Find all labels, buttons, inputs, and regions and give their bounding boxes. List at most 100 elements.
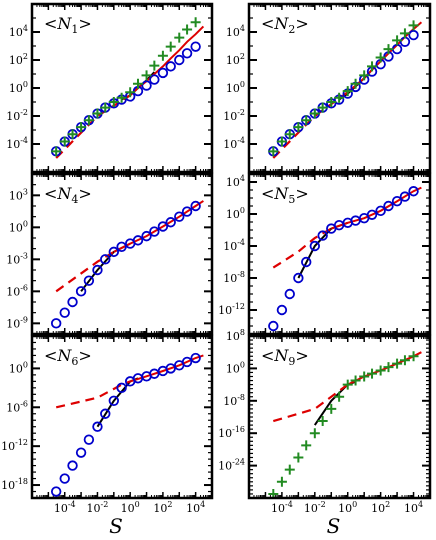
- data-point-plus: [141, 70, 152, 81]
- data-point-circle: [174, 211, 185, 222]
- data-point-circle: [399, 36, 411, 47]
- data-point-plus: [350, 375, 361, 386]
- data-point-plus: [165, 41, 176, 52]
- y-tick-label: 104: [226, 174, 245, 189]
- panel-title: <N2>: [261, 14, 309, 36]
- data-point-plus: [149, 60, 160, 71]
- data-point-circle: [190, 200, 201, 212]
- data-point-circle: [190, 41, 201, 52]
- data-point-plus: [326, 97, 337, 107]
- plot-frame: [247, 2, 432, 174]
- data-point-plus: [59, 136, 70, 147]
- x-tick-label: 100: [338, 500, 357, 515]
- data-point-circle: [276, 304, 288, 316]
- x-tick-label: 10-2: [87, 500, 109, 515]
- panel-title: <N4>: [44, 184, 92, 206]
- data-point-plus: [334, 92, 345, 103]
- data-point-plus: [334, 391, 345, 402]
- y-tick-label: 10-12: [1, 438, 28, 453]
- data-point-circle: [190, 352, 201, 364]
- data-point-plus: [342, 379, 353, 390]
- dashed-fit-line: [272, 91, 349, 159]
- y-tick-label: 100: [9, 219, 28, 234]
- data-point-plus: [100, 102, 111, 113]
- data-point-plus: [284, 129, 295, 140]
- data-point-circle: [59, 307, 70, 318]
- y-tick-label: 100: [226, 80, 245, 95]
- data-point-plus: [108, 97, 119, 107]
- data-point-circle: [408, 186, 419, 197]
- y-tick-label: 10-6: [6, 399, 28, 414]
- chart-panel-4: 10-12 10-8 10-4 100 104 <N5>: [218, 172, 432, 336]
- data-point-plus: [301, 115, 312, 126]
- data-point-plus: [268, 146, 279, 157]
- data-point-circle: [284, 288, 295, 300]
- data-point-plus: [392, 35, 403, 46]
- plot-area: [50, 352, 204, 497]
- data-point-circle: [165, 61, 176, 72]
- y-tick-label: 10-2: [223, 108, 245, 123]
- data-point-plus: [326, 403, 337, 414]
- chart-panel-6: 10-24 10-16 10-8 100 108 10-4 10-2 100 102 104 <N9…: [218, 328, 432, 538]
- data-point-circle: [268, 320, 279, 332]
- data-point-circle: [317, 230, 328, 241]
- data-point-plus: [190, 17, 201, 28]
- plot-area: [268, 20, 423, 159]
- data-point-plus: [342, 86, 353, 97]
- data-point-circle: [75, 286, 87, 297]
- data-point-plus: [359, 371, 370, 382]
- data-point-circle: [92, 264, 103, 276]
- data-point-circle: [293, 272, 304, 284]
- x-tick-label: 10-2: [304, 500, 326, 515]
- x-axis-label: S: [327, 514, 341, 538]
- panel-title: <N5>: [261, 184, 309, 206]
- data-point-plus: [399, 28, 410, 39]
- fit-line: [113, 200, 204, 253]
- data-point-circle: [67, 460, 78, 471]
- x-tick-label: 102: [371, 500, 390, 515]
- data-point-circle: [100, 408, 111, 419]
- data-point-plus: [293, 122, 304, 133]
- data-point-circle: [59, 473, 70, 484]
- y-tick-label: 108: [226, 328, 245, 343]
- data-point-plus: [157, 50, 168, 61]
- data-point-circle: [165, 363, 176, 374]
- y-tick-label: 10-8: [223, 393, 245, 408]
- x-tick-label: 10-4: [271, 500, 293, 515]
- x-axis-label: S: [109, 514, 123, 538]
- data-point-plus: [51, 146, 62, 157]
- y-tick-label: 100: [226, 206, 245, 221]
- data-point-plus: [375, 365, 386, 376]
- data-point-plus: [284, 464, 295, 475]
- data-point-circle: [50, 318, 62, 329]
- data-point-plus: [132, 78, 143, 89]
- x-tick-label: 102: [153, 500, 172, 515]
- data-point-circle: [309, 240, 321, 252]
- data-point-plus: [293, 452, 304, 463]
- data-point-circle: [181, 356, 193, 368]
- y-tick-label: 100: [226, 360, 245, 375]
- data-point-plus: [317, 416, 328, 427]
- plot-area: [268, 351, 422, 498]
- plot-area: [268, 186, 422, 332]
- data-point-plus: [67, 129, 78, 140]
- data-point-circle: [149, 74, 160, 85]
- x-tick-label: 104: [404, 500, 423, 515]
- plot-frame: [30, 334, 214, 500]
- data-point-circle: [391, 195, 403, 207]
- y-tick-label: 10-6: [6, 283, 28, 298]
- y-tick-label: 10-2: [6, 108, 28, 123]
- dashed-fit-line: [55, 94, 131, 159]
- y-tick-label: 104: [9, 24, 28, 39]
- data-point-circle: [165, 217, 176, 228]
- x-tick-label: 10-4: [54, 500, 76, 515]
- chart-panel-1: 10-4 10-2 100 102 104 <N1>: [6, 2, 214, 174]
- data-point-circle: [375, 205, 386, 217]
- data-point-circle: [116, 382, 127, 394]
- y-tick-label: 10-8: [223, 270, 245, 285]
- y-tick-label: 10-9: [6, 315, 28, 330]
- data-point-circle: [132, 235, 144, 246]
- data-point-plus: [350, 78, 361, 89]
- data-point-circle: [181, 48, 193, 59]
